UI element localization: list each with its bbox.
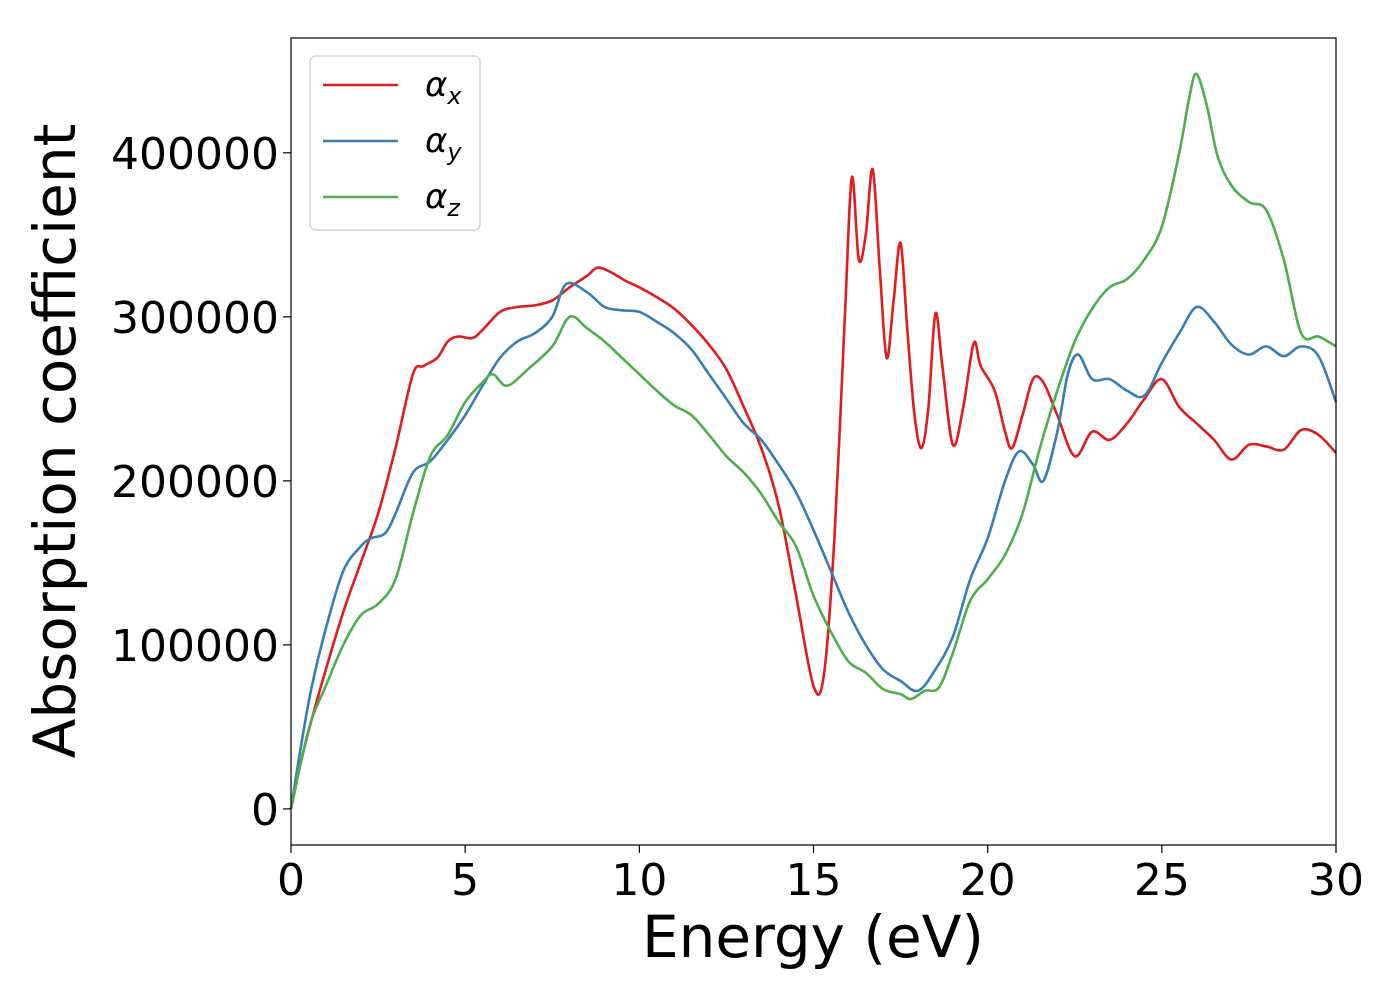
- x-tick-label: 5: [451, 855, 479, 906]
- y-tick-label: 400000: [111, 129, 279, 180]
- series-layer: [289, 72, 1338, 810]
- x-tick-label: 15: [786, 855, 842, 906]
- x-tick-label: 0: [277, 855, 305, 906]
- x-tick-label: 30: [1308, 855, 1364, 906]
- y-tick-label: 0: [251, 785, 279, 836]
- y-axis-title: Absorption coefficient: [21, 124, 89, 759]
- y-tick-label: 300000: [111, 293, 279, 344]
- y-tick-label: 200000: [111, 457, 279, 508]
- x-tick-label: 10: [611, 855, 667, 906]
- y-axis-ticks: 0 100000 200000 300000 400000: [111, 129, 291, 836]
- y-tick-label: 100000: [111, 621, 279, 672]
- x-tick-label: 20: [960, 855, 1016, 906]
- legend-box: [309, 55, 481, 231]
- x-tick-label: 25: [1134, 855, 1190, 906]
- series-line-z: [289, 72, 1337, 810]
- series-line-x: [289, 167, 1337, 810]
- series-line-y: [289, 281, 1338, 810]
- x-axis-title: Energy (eV): [642, 903, 984, 971]
- x-axis-ticks: 0 5 10 15 20 25 30: [277, 845, 1364, 906]
